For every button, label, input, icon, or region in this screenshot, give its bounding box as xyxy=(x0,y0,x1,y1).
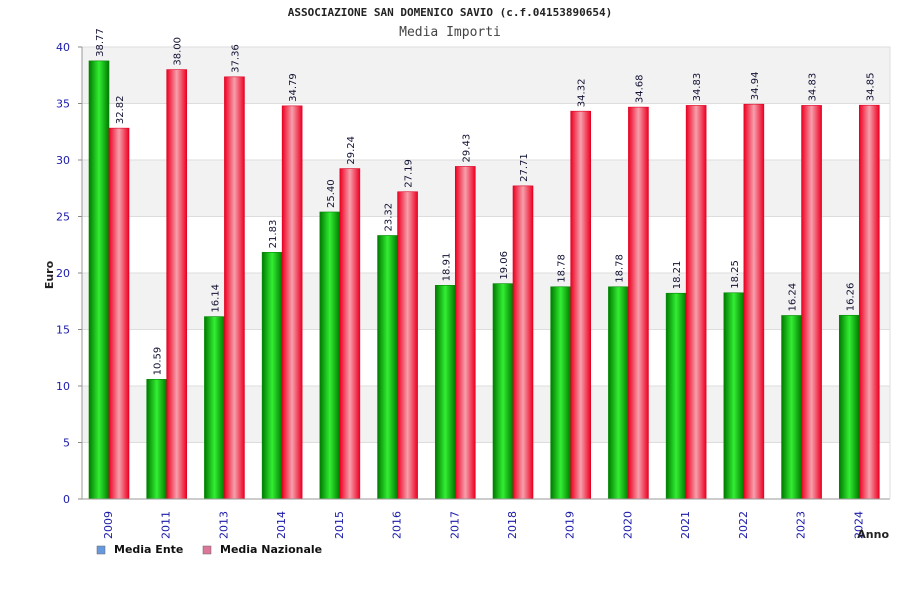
grid-band xyxy=(82,386,890,443)
data-label: 27.19 xyxy=(404,159,415,188)
data-label: 29.24 xyxy=(346,136,357,165)
legend-swatch xyxy=(96,545,106,555)
y-tick-label: 0 xyxy=(63,493,70,506)
y-tick-label: 5 xyxy=(63,437,70,450)
bar-media-nazionale xyxy=(743,103,765,500)
data-label: 10.59 xyxy=(153,347,164,376)
y-tick-label: 35 xyxy=(56,98,70,111)
data-label: 16.14 xyxy=(210,284,221,313)
x-tick-label: 2022 xyxy=(737,511,750,539)
bar-media-nazionale xyxy=(281,105,303,500)
data-label: 27.71 xyxy=(519,153,530,182)
x-tick-label: 2016 xyxy=(391,511,404,539)
bar-media-nazionale xyxy=(339,168,361,500)
x-tick-label: 2017 xyxy=(448,511,461,539)
chart-title: ASSOCIAZIONE SAN DOMENICO SAVIO (c.f.041… xyxy=(287,6,613,19)
data-label: 18.78 xyxy=(614,254,625,283)
legend-swatch xyxy=(202,545,212,555)
data-label: 34.68 xyxy=(634,74,645,103)
bar-media-nazionale xyxy=(858,104,880,500)
data-label: 38.77 xyxy=(95,28,106,57)
x-tick-label: 2021 xyxy=(679,511,692,539)
bar-media-nazionale xyxy=(570,110,592,500)
y-tick-label: 15 xyxy=(56,324,70,337)
bar-media-ente xyxy=(88,60,110,500)
bar-media-ente xyxy=(434,285,456,500)
data-label: 21.83 xyxy=(268,220,279,249)
x-tick-label: 2023 xyxy=(795,511,808,539)
bar-media-ente xyxy=(319,211,341,500)
legend-label: Media Ente xyxy=(114,543,183,556)
data-label: 37.36 xyxy=(230,44,241,73)
bar-media-ente xyxy=(204,316,225,500)
grid-band xyxy=(82,160,890,217)
data-label: 19.06 xyxy=(499,251,510,280)
x-tick-label: 2013 xyxy=(217,511,230,539)
data-label: 34.83 xyxy=(808,73,819,102)
bar-media-ente xyxy=(608,286,629,500)
bar-media-nazionale xyxy=(108,127,130,500)
data-label: 18.91 xyxy=(441,253,452,282)
data-label: 34.85 xyxy=(865,73,876,102)
data-label: 34.94 xyxy=(750,72,761,101)
y-tick-label: 40 xyxy=(56,41,70,54)
bar-media-ente xyxy=(550,286,572,500)
bar-media-nazionale xyxy=(397,191,418,500)
bar-media-nazionale xyxy=(628,106,649,500)
y-tick-label: 30 xyxy=(56,154,70,167)
data-label: 18.25 xyxy=(730,260,741,289)
y-axis-title: Euro xyxy=(43,260,56,289)
data-label: 18.21 xyxy=(672,261,683,290)
data-label: 16.26 xyxy=(845,283,856,312)
bar-media-ente xyxy=(723,292,745,500)
data-label: 18.78 xyxy=(557,254,568,283)
x-tick-label: 2015 xyxy=(333,511,346,539)
data-label: 16.24 xyxy=(788,283,799,312)
bar-media-ente xyxy=(838,314,860,500)
bar-media-ente xyxy=(781,315,802,500)
data-label: 29.43 xyxy=(461,134,472,163)
bar-media-ente xyxy=(146,379,168,500)
bar-media-ente xyxy=(492,283,514,500)
x-tick-label: 2011 xyxy=(160,511,173,539)
data-label: 38.00 xyxy=(173,37,184,66)
legend-label: Media Nazionale xyxy=(220,543,322,556)
data-label: 32.82 xyxy=(115,95,126,124)
y-tick-label: 25 xyxy=(56,211,70,224)
bar-media-nazionale xyxy=(801,105,822,500)
bar-media-nazionale xyxy=(224,76,245,500)
data-label: 34.83 xyxy=(692,73,703,102)
x-tick-label: 2018 xyxy=(506,511,519,539)
bar-media-nazionale xyxy=(166,69,188,500)
x-tick-label: 2014 xyxy=(275,511,288,539)
x-tick-label: 2009 xyxy=(102,511,115,539)
bar-media-nazionale xyxy=(512,185,534,500)
data-label: 34.79 xyxy=(288,73,299,102)
chart-subtitle: Media Importi xyxy=(399,25,501,40)
grid-band xyxy=(82,273,890,330)
data-label: 34.32 xyxy=(577,79,588,108)
bar-media-ente xyxy=(261,252,283,500)
y-tick-label: 20 xyxy=(56,267,70,280)
bar-media-nazionale xyxy=(454,166,476,500)
bar-media-ente xyxy=(377,235,398,500)
x-tick-label: 2024 xyxy=(852,511,865,539)
x-tick-label: 2019 xyxy=(564,511,577,539)
bar-media-ente xyxy=(665,292,687,500)
data-label: 23.32 xyxy=(384,203,395,232)
grid-band xyxy=(82,47,890,104)
y-tick-label: 10 xyxy=(56,380,70,393)
x-tick-label: 2020 xyxy=(621,511,634,539)
x-axis-title: Anno xyxy=(857,528,889,541)
data-label: 25.40 xyxy=(326,179,337,208)
bar-media-nazionale xyxy=(685,105,707,500)
